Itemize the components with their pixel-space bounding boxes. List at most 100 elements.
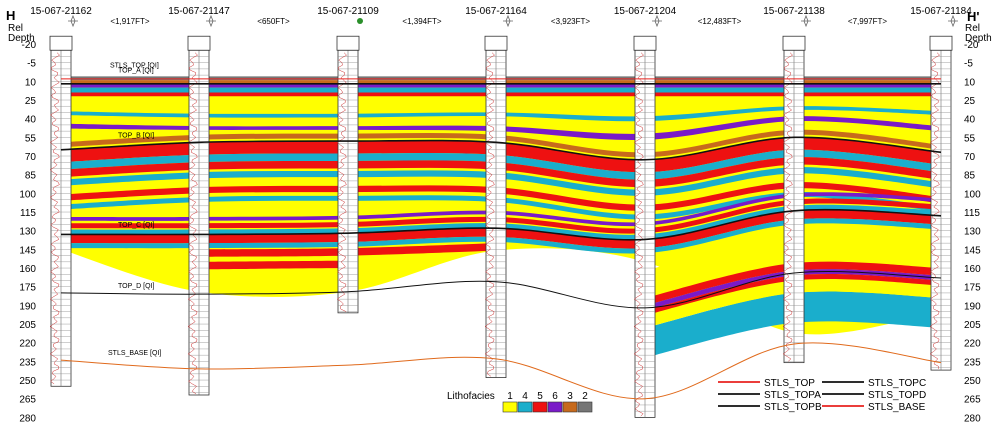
- depth-tick-right: 145: [964, 245, 981, 256]
- lithofacies-swatch: [517, 401, 533, 413]
- depth-tick-left: 250: [19, 376, 36, 387]
- legend-label: STLS_TOPA: [764, 390, 821, 401]
- depth-tick-left: 160: [19, 264, 36, 275]
- well-star-icon: [503, 14, 513, 28]
- depth-tick-right: 25: [964, 96, 976, 107]
- depth-axis-title-left-2: Depth: [8, 33, 35, 44]
- depth-tick-left: 115: [20, 208, 36, 219]
- lithofacies-code: 4: [522, 391, 528, 402]
- depth-tick-right: 130: [964, 227, 981, 238]
- lithofacies-swatch: [502, 401, 518, 413]
- facies-cyan-band: [61, 167, 941, 196]
- horizon-line-topc: [60, 208, 942, 241]
- facies-red-band: [61, 198, 941, 234]
- horizon-label: STLS_TOP [QI]: [110, 63, 159, 70]
- section-end-label: H': [967, 9, 979, 24]
- well-header-box: [336, 35, 360, 51]
- horizon-label: STLS_BASE [QI]: [108, 350, 161, 357]
- lithofacies-swatch: [577, 401, 593, 413]
- horizon-line-topb: [60, 136, 942, 161]
- depth-tick-left: -5: [27, 59, 36, 70]
- legend-label: STLS_TOPC: [868, 378, 926, 389]
- well-header-box: [484, 35, 508, 51]
- facies-cyan-band: [61, 218, 941, 254]
- facies-cyan-lower: [645, 291, 941, 358]
- lithofacies-legend-title: Lithofacies: [447, 391, 495, 402]
- lithofacies-code: 2: [582, 391, 588, 402]
- legend-label: STLS_TOP: [764, 378, 815, 389]
- depth-tick-left: 100: [19, 189, 36, 200]
- well-star-icon: [948, 14, 958, 28]
- depth-tick-right: 40: [964, 115, 976, 126]
- depth-tick-left: 280: [19, 413, 36, 424]
- horizon-line-topd: [60, 271, 942, 309]
- depth-axis-title-right-1: Rel: [965, 23, 980, 34]
- depth-tick-left: 70: [25, 152, 37, 163]
- depth-tick-left: 55: [25, 133, 37, 144]
- well-star-icon: [68, 14, 78, 28]
- depth-tick-left: 175: [19, 283, 36, 294]
- horizon-lines-layer: STLS_TOP [QI]TOP_A [QI] TOP_B [QI] TOP_C […: [60, 63, 942, 400]
- well-spacing-label: <650FT>: [257, 17, 290, 26]
- horizon-label: TOP_C [QI]: [118, 222, 154, 229]
- well-name: 15-067-21204: [614, 6, 677, 17]
- facies-purple-band: [61, 192, 941, 227]
- gamma-log-curve: [336, 52, 348, 312]
- depth-tick-left: 85: [25, 171, 37, 182]
- well-header-box: [187, 35, 211, 51]
- facies-brown-band: [61, 129, 941, 158]
- lithofacies-swatch: [562, 401, 578, 413]
- well-name: 15-067-21184: [910, 6, 972, 17]
- facies-purple-band: [645, 269, 941, 311]
- section-start-label: H: [6, 8, 15, 23]
- well-star-icon: [801, 14, 811, 28]
- depth-tick-left: 25: [25, 96, 37, 107]
- depth-axis-title-left-1: Rel: [8, 23, 23, 34]
- well-name: 15-067-21162: [30, 6, 92, 17]
- depth-tick-right: 85: [964, 171, 976, 182]
- depth-tick-right: 115: [964, 208, 980, 219]
- depth-tick-right: 205: [964, 320, 981, 331]
- well-header-box: [633, 35, 657, 51]
- well-header-box: [49, 35, 73, 51]
- facies-red-band: [61, 182, 941, 211]
- depth-tick-right: 70: [964, 152, 976, 163]
- depth-tick-left: -20: [22, 40, 37, 51]
- well-header-box: [782, 35, 806, 51]
- depth-tick-right: 190: [964, 301, 981, 312]
- gamma-log-curve: [633, 52, 645, 417]
- lithofacies-code: 1: [507, 391, 513, 402]
- lithofacies-swatch: [532, 401, 548, 413]
- well-spacing-label: <1,917FT>: [110, 17, 149, 26]
- gamma-log-curve: [49, 52, 61, 385]
- depth-tick-left: 220: [19, 339, 36, 350]
- depth-tick-right: 55: [964, 133, 976, 144]
- legend-layer: Lithofacies 1 4 5 6 3 2STLS_TOPSTLS_TOPASTLS_T…: [447, 378, 926, 413]
- horizon-line-base: [60, 342, 942, 400]
- depth-tick-right: 235: [964, 357, 981, 368]
- depth-tick-right: 280: [964, 413, 981, 424]
- depth-tick-left: 235: [19, 357, 36, 368]
- well-spacing-label: <12,483FT>: [698, 17, 742, 26]
- facies-red-band: [61, 157, 941, 188]
- depth-axis-title-right-2: Depth: [965, 33, 992, 44]
- well-name: 15-067-21138: [763, 6, 825, 17]
- well-star-icon: [206, 14, 216, 28]
- facies-cyan-band: [61, 192, 941, 220]
- legend-label: STLS_TOPD: [868, 390, 926, 401]
- depth-tick-left: 205: [19, 320, 36, 331]
- legend-label: STLS_BASE: [868, 402, 926, 413]
- facies-yellow-tongue: [199, 250, 348, 293]
- well-header-box: [929, 35, 953, 51]
- depth-tick-right: 265: [964, 395, 981, 406]
- depth-tick-right: 160: [964, 264, 981, 275]
- well-name: 15-067-21164: [465, 6, 527, 17]
- well-dot-icon: [357, 18, 363, 24]
- well-spacing-label: <1,394FT>: [402, 17, 441, 26]
- lithofacies-code: 6: [552, 391, 558, 402]
- facies-cyan-band: [61, 149, 941, 180]
- lithofacies-swatch: [547, 401, 563, 413]
- legend-label: STLS_TOPB: [764, 402, 822, 413]
- horizon-label: TOP_A [QI]: [118, 68, 154, 75]
